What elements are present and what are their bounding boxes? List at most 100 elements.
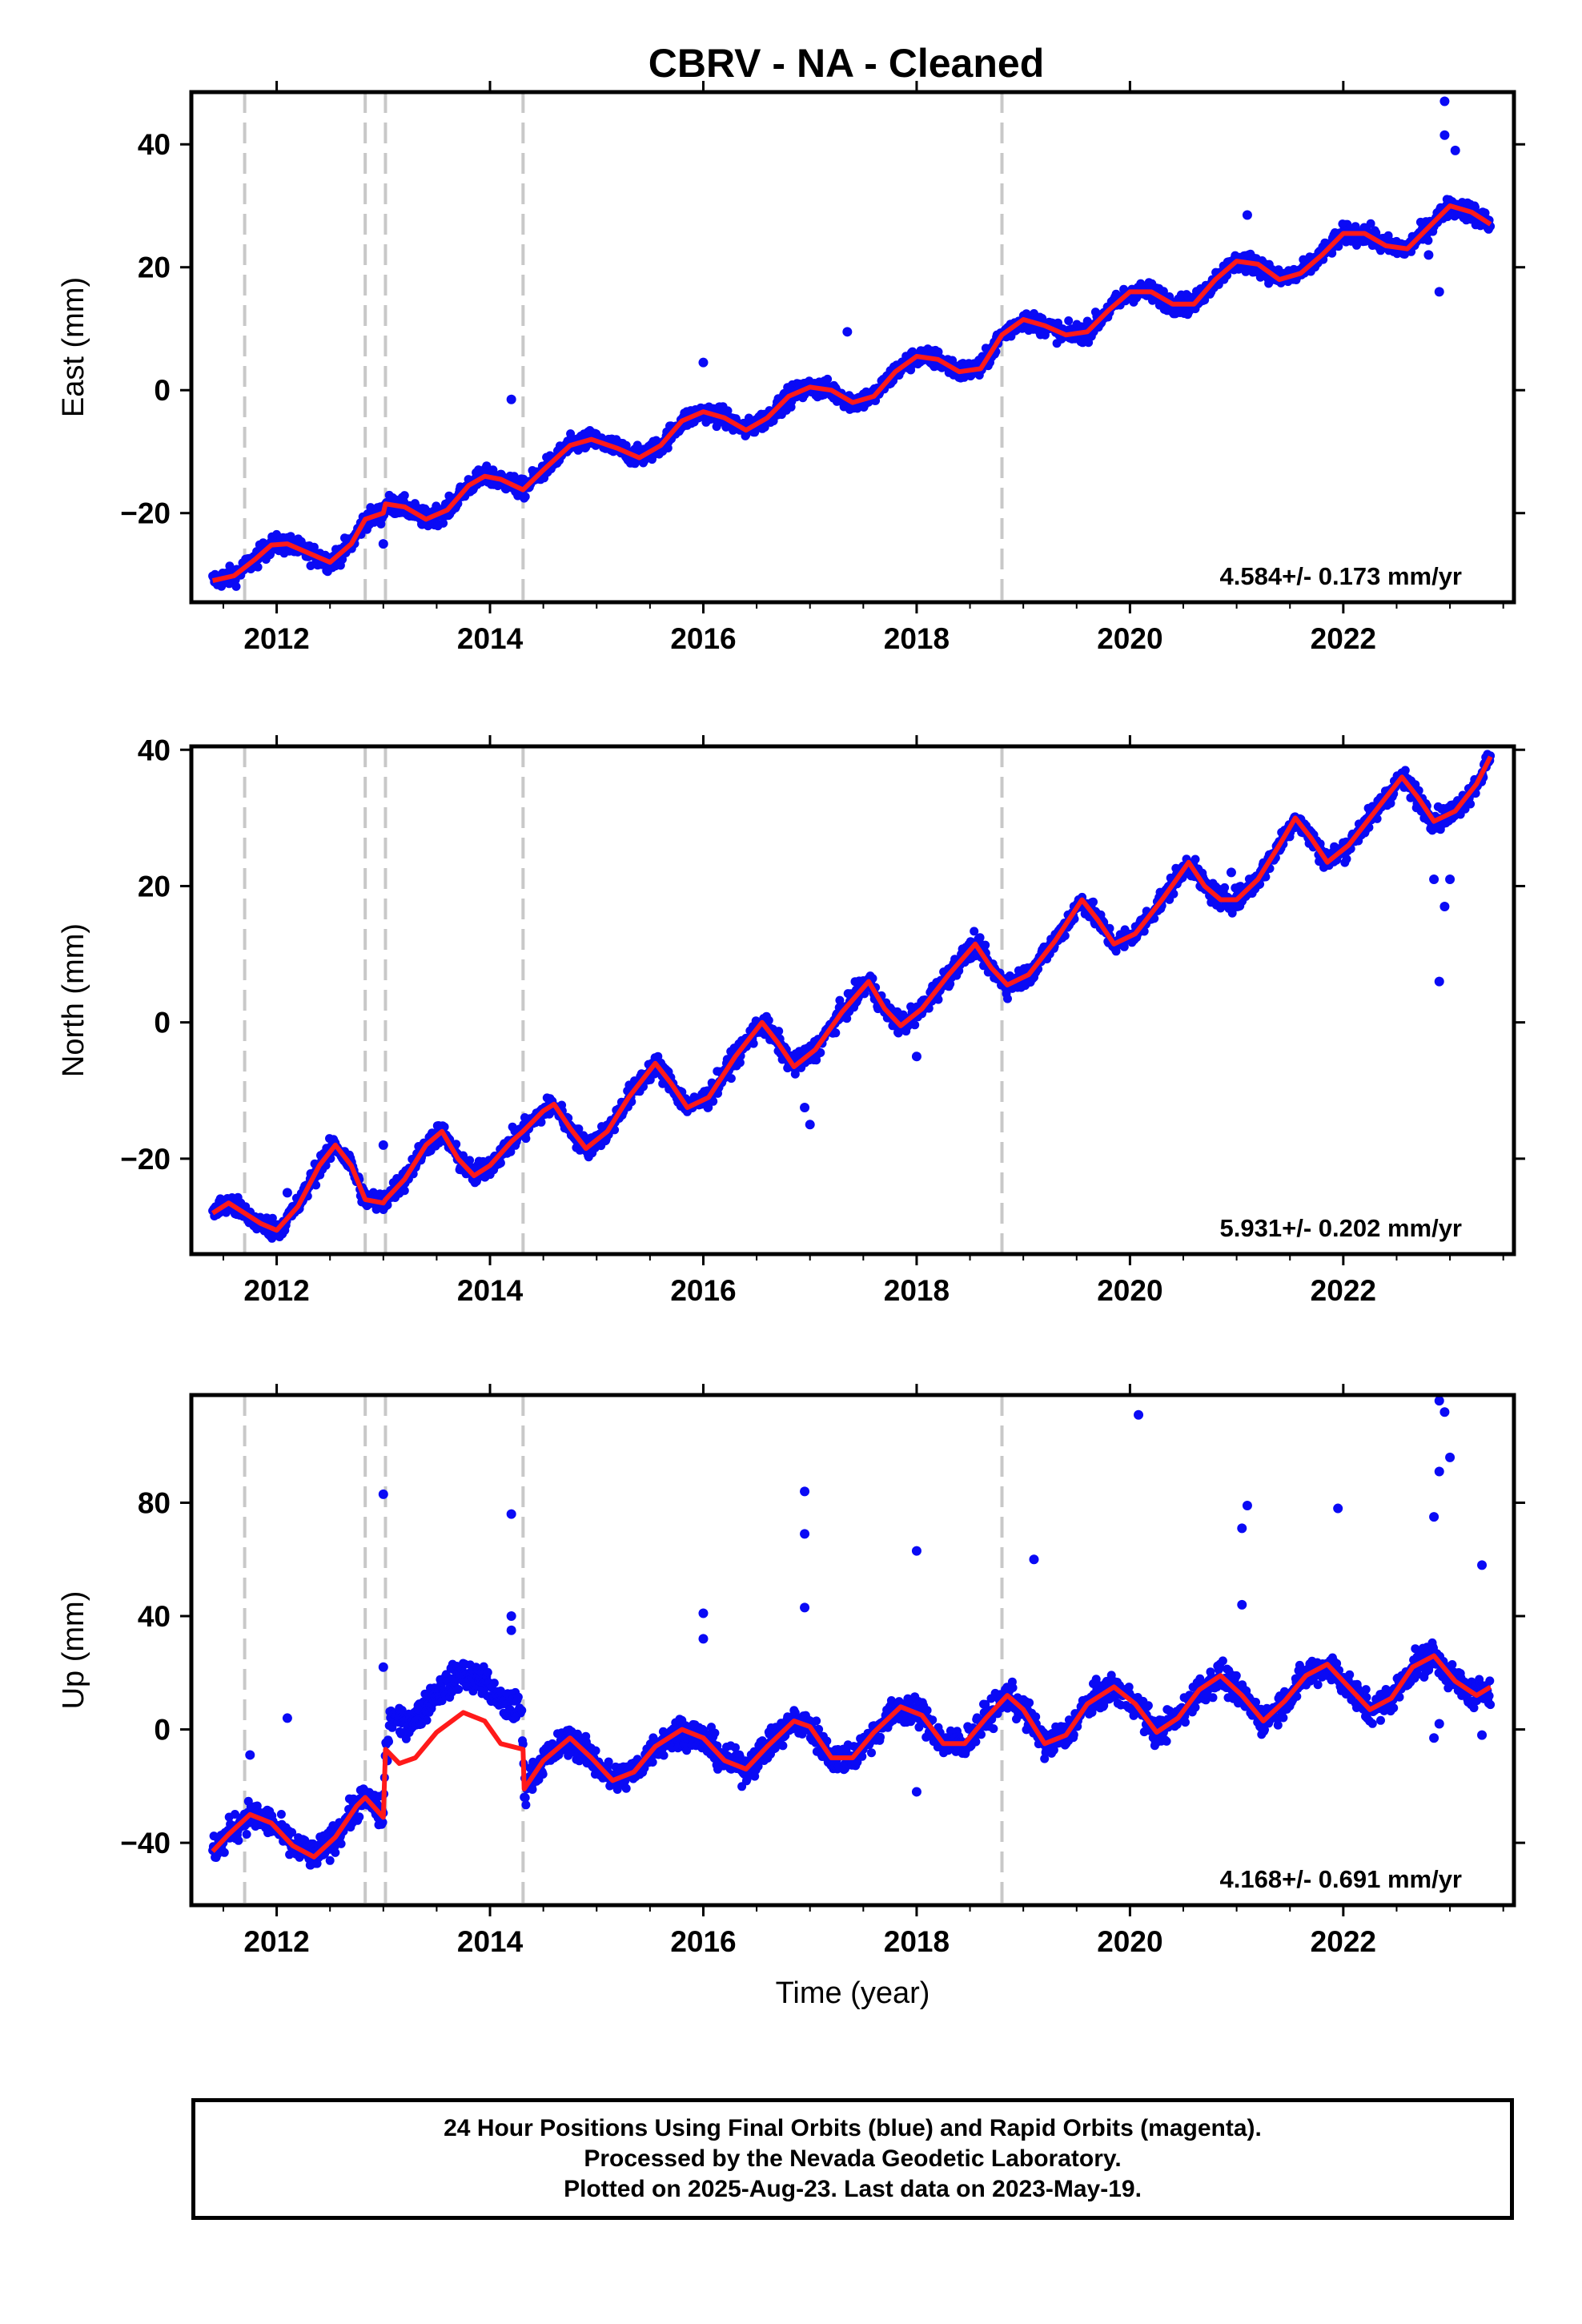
data-point [1342,854,1351,864]
outlier-point [1434,976,1444,987]
data-point [331,1848,340,1857]
data-point [1400,766,1410,775]
x-tick-label: 2018 [884,1274,950,1307]
data-point [1119,942,1129,951]
data-point [276,1810,286,1819]
data-point [482,461,492,471]
observations-cloud [208,1638,1496,1870]
data-point [934,347,943,356]
data-point [735,1058,745,1068]
data-point [816,1048,825,1057]
data-point [981,940,990,950]
y-tick-label: 20 [138,251,171,284]
data-point [397,1706,407,1715]
y-tick-label: 0 [154,374,171,407]
data-point [1372,814,1382,823]
data-point [1060,931,1070,940]
outlier-point [1434,287,1444,297]
data-point [400,491,409,501]
data-point [287,1827,297,1837]
data-point [242,1830,251,1839]
data-point [1366,219,1375,228]
data-point [439,518,448,528]
x-tick-label: 2020 [1097,622,1162,655]
data-point [1383,231,1393,240]
observations-cloud [208,195,1496,591]
x-tick-label: 2022 [1311,1274,1376,1307]
outlier-point [805,1120,815,1130]
data-point [1003,994,1012,1003]
x-tick-label: 2016 [670,1274,736,1307]
chart-title: CBRV - NA - Cleaned [648,41,1045,86]
outlier-point [1439,901,1450,911]
data-point [653,1051,663,1061]
outlier-point [1423,250,1434,260]
data-point [764,1015,773,1025]
data-point [823,374,833,384]
data-point [384,1737,393,1747]
data-point [1352,240,1361,250]
data-point [219,1848,229,1857]
outlier-point [911,1051,921,1062]
y-tick-label: −20 [120,497,171,530]
outlier-point [1242,210,1252,220]
x-tick-label: 2018 [884,622,950,655]
data-point [726,1074,736,1084]
data-point [496,1158,505,1168]
x-tick-label: 2012 [243,622,309,655]
data-point [1169,889,1178,899]
data-point [1386,798,1395,808]
data-point [1371,228,1381,238]
data-point [910,1020,920,1030]
x-tick-label: 2022 [1311,622,1376,655]
y-tick-label: 40 [138,128,171,161]
outlier-point [282,1188,292,1198]
data-point [234,1835,243,1845]
data-point [422,1715,432,1725]
data-point [934,995,943,1004]
outlier-point [800,1103,810,1113]
data-point [465,1156,475,1165]
y-tick-label: 0 [154,1007,171,1039]
outlier-point [1429,874,1439,884]
outlier-point [698,357,709,368]
outlier-point [842,327,853,337]
data-point [325,1856,335,1865]
data-point [536,1117,546,1127]
data-point [842,1014,852,1023]
data-point [488,465,498,475]
outlier-point [378,1140,388,1150]
outlier-point [1450,145,1460,155]
data-point [400,1186,409,1196]
y-axis-label: North (mm) [57,923,90,1077]
outlier-point [1226,867,1236,878]
data-point [1064,316,1074,325]
data-point [831,1028,841,1038]
data-point [709,1096,718,1106]
data-point [462,1682,472,1691]
data-point [574,1124,584,1134]
data-point [378,1818,387,1827]
data-point [521,1134,531,1144]
y-tick-label: 40 [138,734,171,766]
data-point [520,492,530,501]
x-tick-label: 2014 [457,622,524,655]
plot-area [208,1395,1496,1905]
x-tick-label: 2012 [243,1274,309,1307]
outlier-point [506,394,516,404]
data-point [483,1667,492,1677]
data-point [489,1679,499,1688]
data-point [1089,897,1098,907]
outlier-point [1445,874,1456,884]
x-tick-label: 2016 [670,622,736,655]
velocity-label: 4.584+/- 0.173 mm/yr [1220,562,1462,590]
data-point [231,581,241,591]
data-point [1466,799,1476,809]
data-point [336,1839,346,1848]
data-point [454,1685,464,1694]
data-point [749,1039,758,1048]
plot-area [208,92,1496,602]
